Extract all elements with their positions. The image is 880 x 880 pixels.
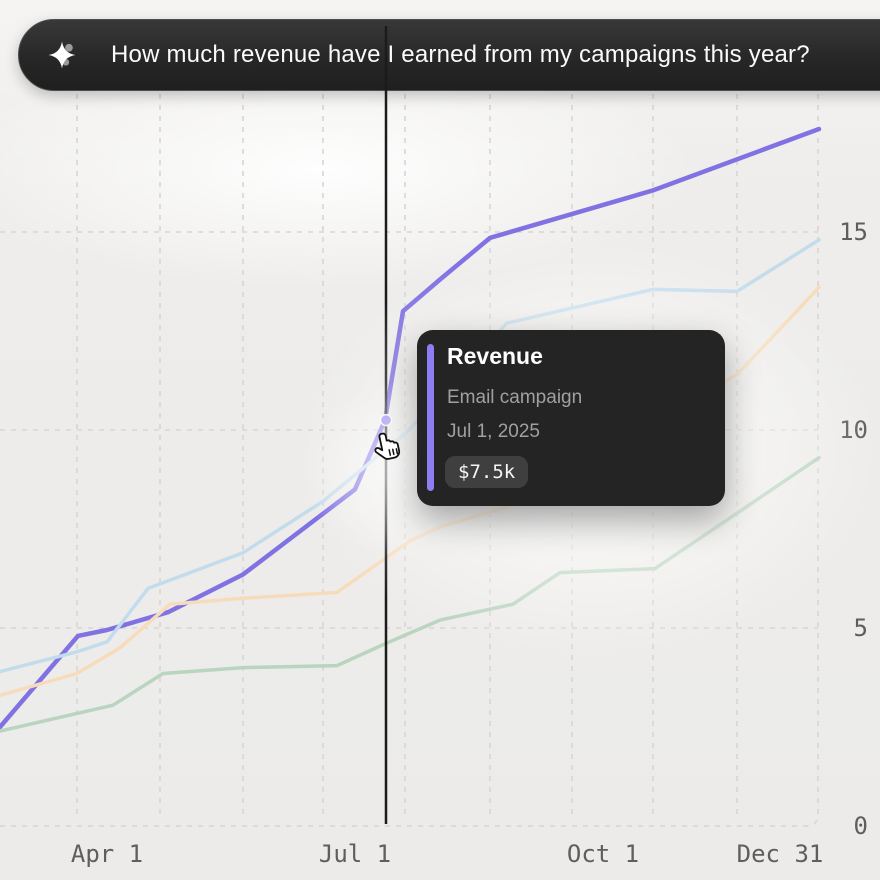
prompt-question-text: How much revenue have I earned from my c… [111, 41, 810, 68]
hover-dot[interactable] [379, 413, 393, 427]
x-axis-tick: Oct 1 [566, 840, 640, 868]
x-axis-tick: Jul 1 [318, 840, 392, 868]
tooltip-value-badge: $7.5k [445, 456, 529, 488]
tooltip-series-name: Email campaign [447, 387, 583, 408]
hand-pointer-cursor [374, 432, 401, 460]
tooltip-date: Jul 1, 2025 [447, 421, 540, 442]
plot-border [805, 94, 819, 827]
x-axis-tick: Dec 31 [736, 840, 824, 868]
chart-tooltip: Revenue Email campaign Jul 1, 2025 $7.5k [417, 330, 725, 506]
tooltip-title: Revenue [447, 343, 543, 369]
x-axis-tick: Apr 1 [70, 840, 144, 868]
sparkle-icon [48, 41, 76, 69]
ai-prompt-banner[interactable]: How much revenue have I earned from my c… [18, 19, 880, 91]
y-axis-tick: 0 [853, 812, 868, 840]
tooltip-accent-bar [427, 344, 434, 491]
